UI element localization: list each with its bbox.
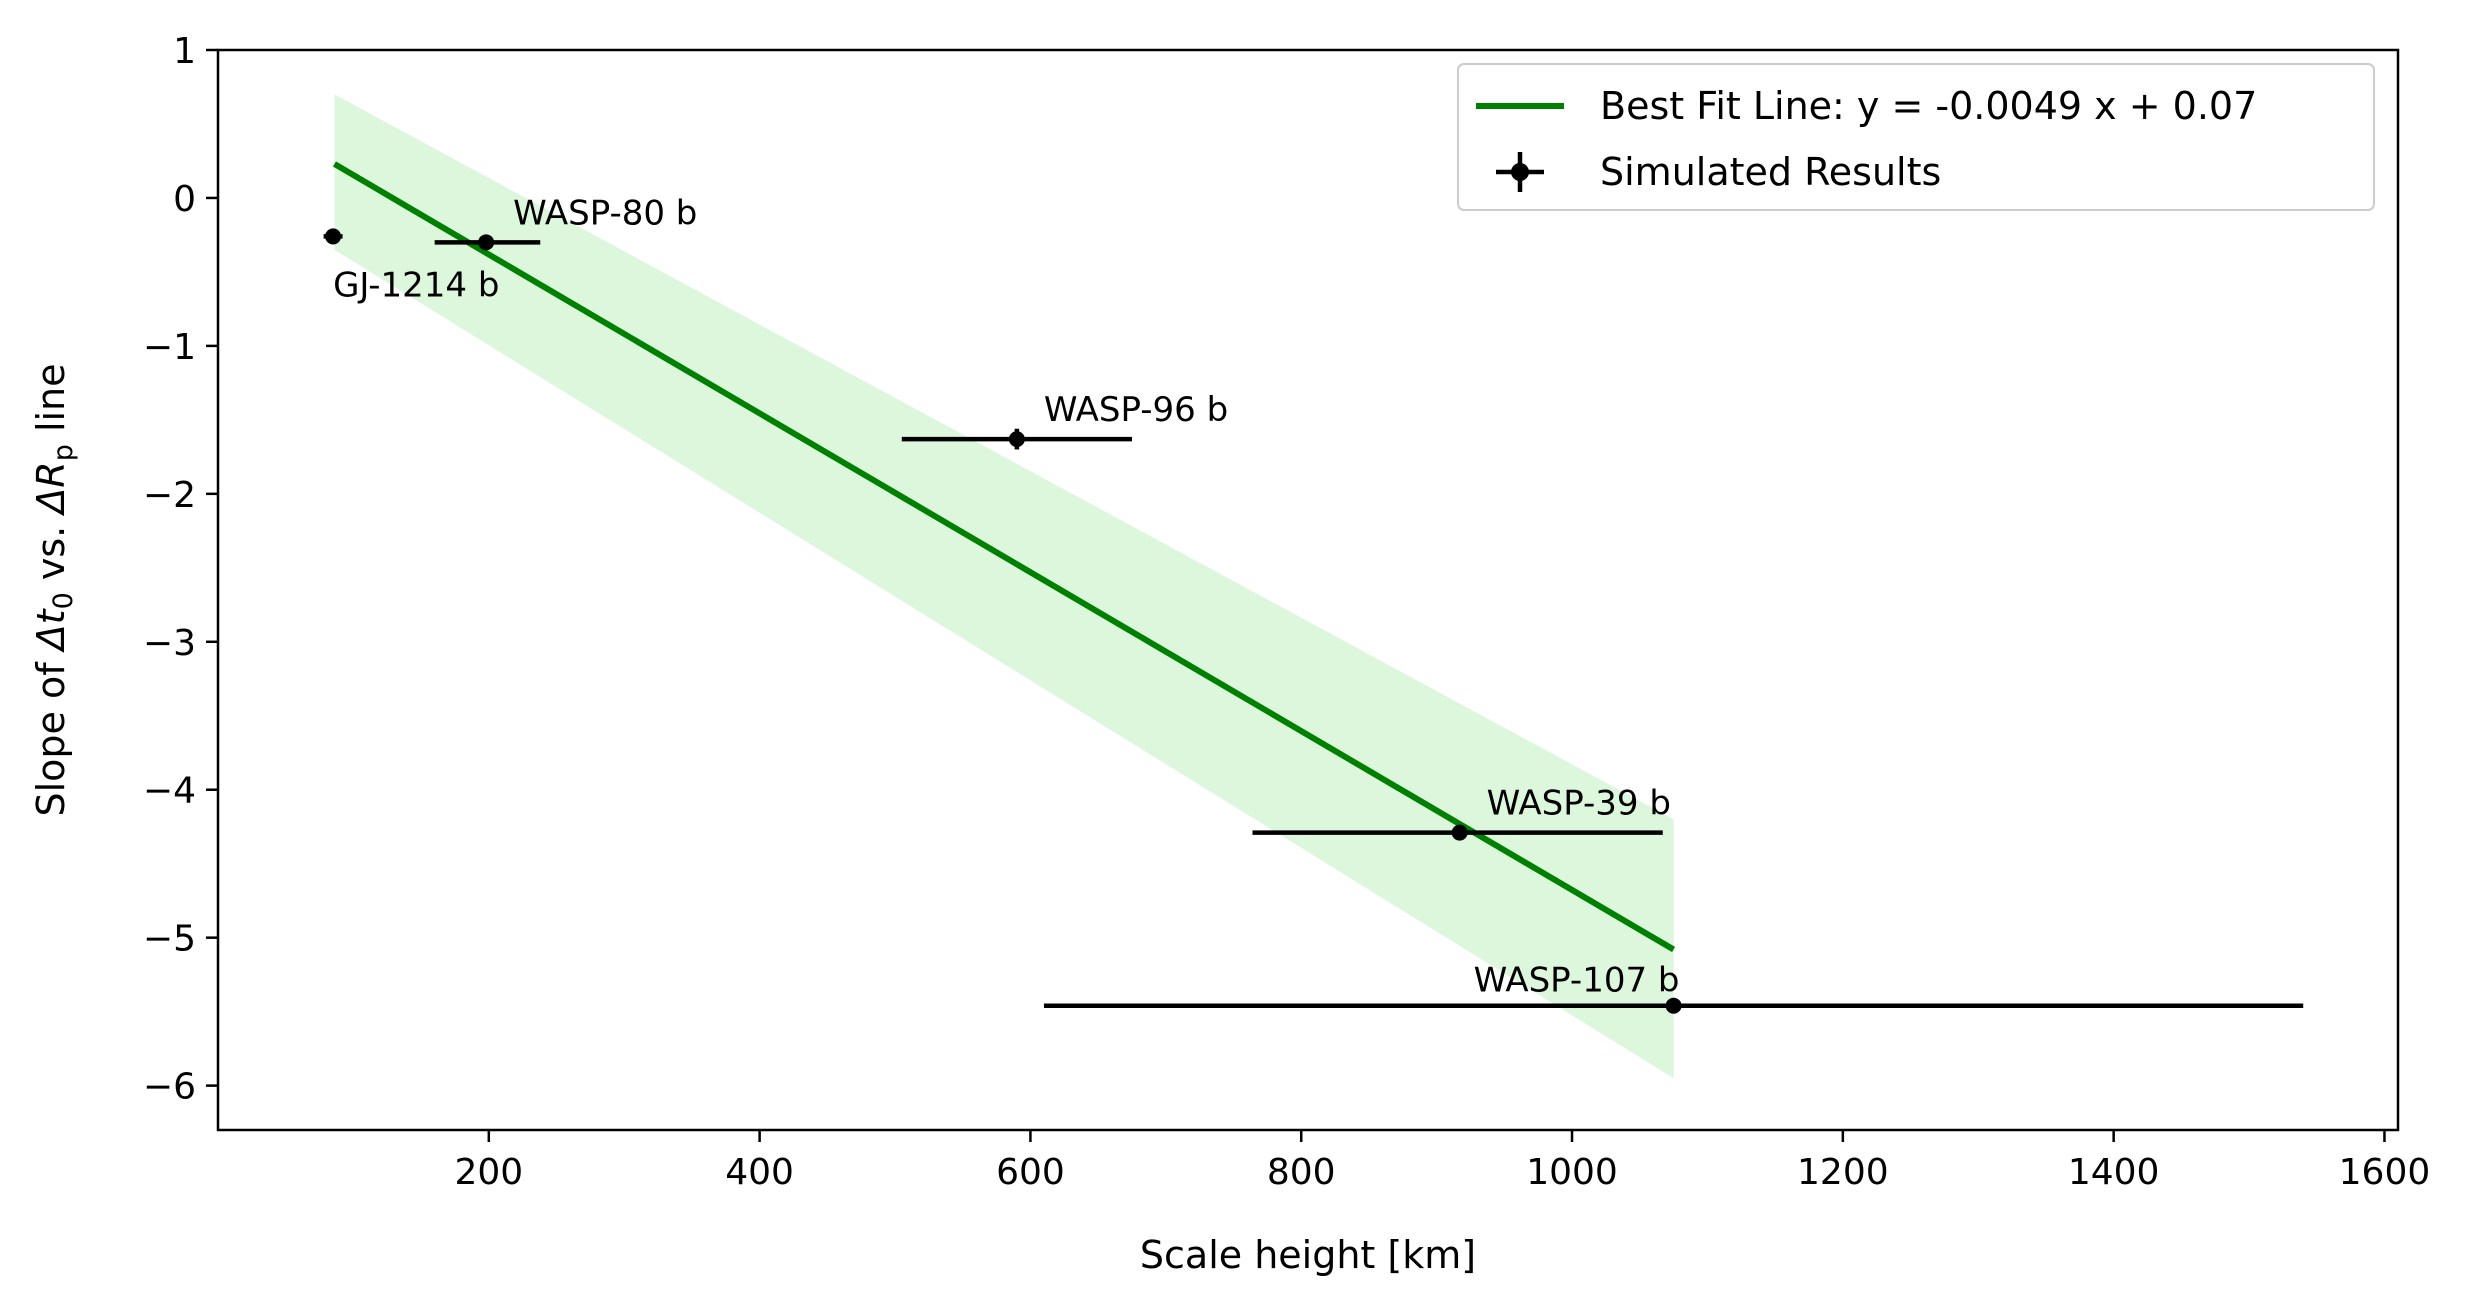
x-tick-label: 1200: [1797, 1152, 1889, 1193]
y-axis-label-part: Slope of: [29, 650, 73, 816]
y-tick-label: −1: [143, 327, 196, 368]
data-point-0: [323, 228, 343, 245]
best-fit-line: [332, 161, 1676, 953]
y-tick-label: −2: [143, 475, 196, 516]
x-axis-label: Scale height [km]: [1140, 1233, 1476, 1277]
y-axis-label: Slope of Δt0 vs. ΔRp line: [29, 363, 79, 816]
y-axis-label-part: p: [48, 444, 79, 461]
legend: Best Fit Line: y = -0.0049 x + 0.07 Simu…: [1457, 63, 2375, 211]
point-marker: [1008, 431, 1025, 448]
data-point-1: [434, 234, 541, 251]
y-axis-label-part: line: [29, 363, 73, 444]
legend-points-swatch: [1496, 152, 1544, 192]
legend-box: [1457, 63, 2375, 211]
y-tick-label: −3: [143, 623, 196, 664]
x-tick-label: 400: [725, 1152, 794, 1193]
y-tick-label: 1: [173, 31, 196, 72]
x-tick-label: 200: [454, 1152, 523, 1193]
point-marker: [478, 234, 495, 251]
plot-frame: [216, 48, 2400, 1132]
legend-swatch-marker: [1511, 163, 1529, 181]
y-axis-label-part: 0: [48, 592, 79, 609]
y-axis-ticks: 1 0 −1 −2 −3 −4 −5 −6: [143, 31, 218, 1108]
y-axis-label-part: Δt: [29, 607, 73, 653]
data-point-2: [901, 428, 1132, 450]
y-tick-label: −6: [143, 1067, 196, 1108]
point-label: WASP-80 b: [513, 193, 697, 233]
point-marker: [1451, 824, 1468, 841]
y-axis-label-part: vs.: [29, 514, 73, 593]
y-tick-label: 0: [173, 179, 196, 220]
legend-entry-best-fit: Best Fit Line: y = -0.0049 x + 0.07: [1600, 84, 2257, 128]
point-marker: [325, 228, 342, 245]
fit-line-layer: [332, 161, 1676, 953]
point-labels-layer: GJ-1214 b WASP-80 b WASP-96 b WASP-39 b WASP…: [333, 193, 1679, 1000]
legend-entry-simulated: Simulated Results: [1600, 150, 1941, 194]
point-marker: [1665, 997, 1682, 1014]
point-label: WASP-107 b: [1474, 961, 1680, 1001]
x-tick-label: 1600: [2339, 1152, 2431, 1193]
data-point-3: [1252, 824, 1663, 841]
x-axis-ticks: 200 400 600 800 1000 1200 1400 1600: [454, 1130, 2430, 1193]
y-tick-label: −4: [143, 771, 196, 812]
y-axis-label-part: ΔR: [29, 461, 73, 516]
point-label: GJ-1214 b: [333, 265, 499, 305]
data-point-4: [1043, 997, 2304, 1014]
x-tick-label: 800: [1267, 1152, 1336, 1193]
y-tick-label: −5: [143, 919, 196, 960]
data-points-layer: [323, 228, 2304, 1014]
x-tick-label: 600: [996, 1152, 1065, 1193]
x-tick-label: 1400: [2068, 1152, 2160, 1193]
x-tick-label: 1000: [1526, 1152, 1618, 1193]
point-label: WASP-39 b: [1487, 784, 1671, 824]
point-label: WASP-96 b: [1044, 390, 1228, 430]
